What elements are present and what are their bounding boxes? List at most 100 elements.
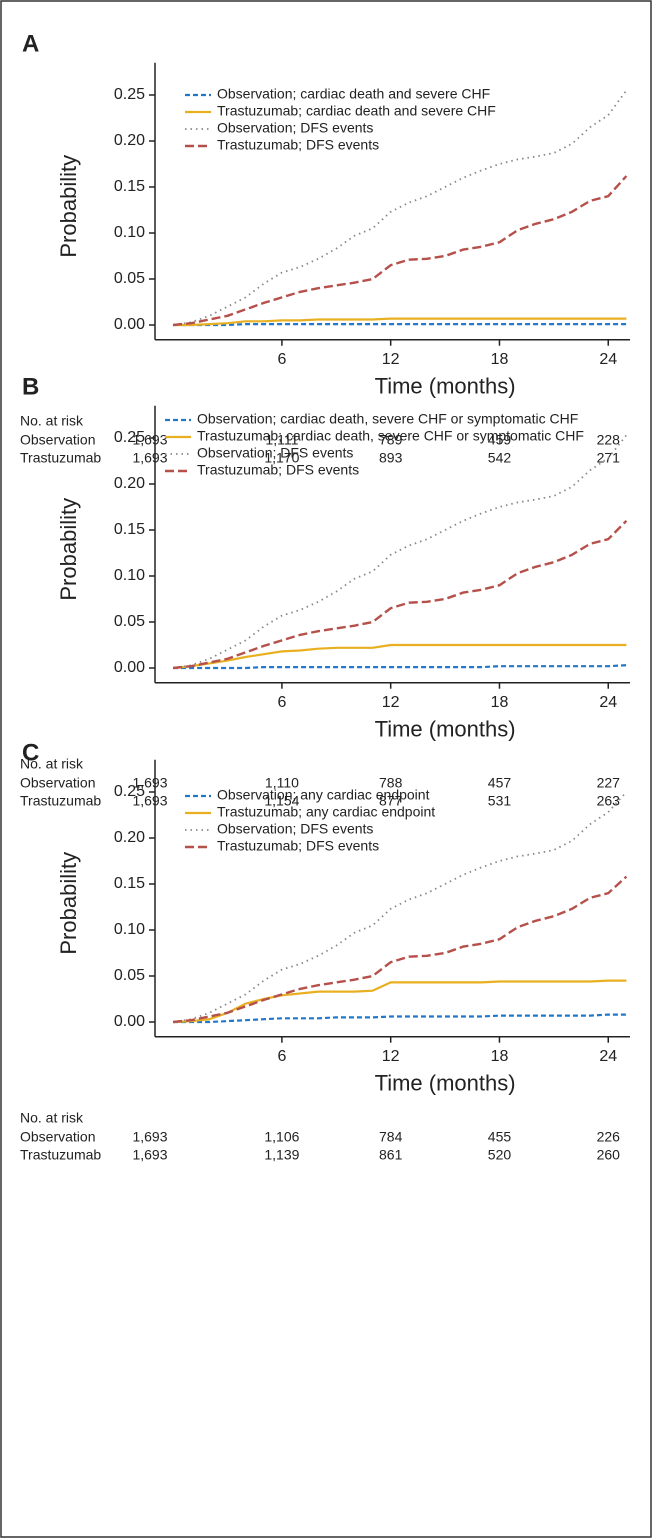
y-tick-label: 0.00 xyxy=(114,659,145,676)
y-tick-label: 0.10 xyxy=(114,567,145,584)
risk-row-name: Observation xyxy=(20,1128,95,1144)
risk-title: No. at risk xyxy=(20,1109,84,1125)
x-tick-label: 6 xyxy=(277,351,286,368)
x-tick-label: 24 xyxy=(599,1048,617,1065)
legend-label: Observation; any cardiac endpoint xyxy=(217,787,430,803)
y-tick-label: 0.15 xyxy=(114,875,145,892)
y-tick-label: 0.25 xyxy=(114,429,145,446)
legend-label: Trastuzumab; cardiac death and severe CH… xyxy=(217,103,496,119)
legend-label: Observation; cardiac death and severe CH… xyxy=(217,86,490,102)
series-line xyxy=(173,317,627,327)
risk-value: 784 xyxy=(379,1128,403,1144)
risk-value: 788 xyxy=(379,774,403,790)
y-axis-title: Probability xyxy=(56,155,81,258)
legend-label: Trastuzumab; DFS events xyxy=(197,462,359,478)
risk-value: 1,106 xyxy=(264,1128,299,1144)
risk-value: 1,110 xyxy=(265,774,299,790)
risk-value: 228 xyxy=(597,431,621,447)
risk-title: No. at risk xyxy=(20,412,84,428)
risk-value: 531 xyxy=(488,792,512,808)
risk-value: 520 xyxy=(488,1146,512,1162)
legend-label: Observation; DFS events xyxy=(217,120,373,136)
x-axis-title: Time (months) xyxy=(375,717,516,742)
legend-label: Observation; cardiac death, severe CHF o… xyxy=(197,411,578,427)
x-tick-label: 12 xyxy=(382,694,400,711)
x-tick-label: 18 xyxy=(491,694,509,711)
risk-value: 1,111 xyxy=(265,431,298,447)
x-tick-label: 6 xyxy=(277,1048,286,1065)
y-tick-label: 0.25 xyxy=(114,86,145,103)
risk-row-name: Observation xyxy=(20,774,95,790)
legend-label: Trastuzumab; any cardiac endpoint xyxy=(217,804,435,820)
x-tick-label: 18 xyxy=(491,351,509,368)
risk-value: 455 xyxy=(488,1128,512,1144)
y-tick-label: 0.15 xyxy=(114,178,145,195)
risk-title: No. at risk xyxy=(20,755,84,771)
y-tick-label: 0.05 xyxy=(114,613,145,630)
series-line xyxy=(172,875,628,1024)
y-tick-label: 0.20 xyxy=(114,829,145,846)
series-line xyxy=(172,519,628,670)
series-line xyxy=(173,664,627,670)
risk-row-name: Trastuzumab xyxy=(20,792,101,808)
risk-value: 1,170 xyxy=(264,449,299,465)
y-axis-title: Probability xyxy=(56,498,81,601)
risk-value: 861 xyxy=(379,1146,403,1162)
y-tick-label: 0.10 xyxy=(114,224,145,241)
x-axis-title: Time (months) xyxy=(375,374,516,399)
risk-value: 1,693 xyxy=(132,1128,167,1144)
series-line xyxy=(173,1013,627,1024)
risk-value: 227 xyxy=(597,774,621,790)
risk-value: 226 xyxy=(597,1128,621,1144)
legend-label: Trastuzumab; DFS events xyxy=(217,137,379,153)
panel-label: B xyxy=(22,373,39,400)
legend-label: Trastuzumab; cardiac death, severe CHF o… xyxy=(197,428,584,444)
risk-value: 260 xyxy=(597,1146,621,1162)
panel-label: A xyxy=(22,30,39,57)
y-tick-label: 0.20 xyxy=(114,475,145,492)
x-tick-label: 12 xyxy=(382,351,400,368)
x-tick-label: 12 xyxy=(382,1048,400,1065)
risk-row-name: Observation xyxy=(20,431,95,447)
legend-label: Observation; DFS events xyxy=(217,821,373,837)
risk-row-name: Trastuzumab xyxy=(20,449,101,465)
risk-value: 1,693 xyxy=(132,1146,167,1162)
x-tick-label: 24 xyxy=(599,351,617,368)
x-axis-title: Time (months) xyxy=(375,1071,516,1096)
series-line xyxy=(172,175,628,327)
series-line xyxy=(173,323,627,327)
risk-value: 542 xyxy=(488,449,512,465)
series-line xyxy=(172,643,627,670)
y-tick-label: 0.20 xyxy=(114,132,145,149)
y-tick-label: 0.15 xyxy=(114,521,145,538)
risk-value: 877 xyxy=(379,792,403,808)
risk-value: 457 xyxy=(488,774,512,790)
series-line xyxy=(173,979,627,1024)
risk-value: 1,693 xyxy=(132,449,167,465)
risk-value: 1,154 xyxy=(264,792,299,808)
y-tick-label: 0.00 xyxy=(114,316,145,333)
y-tick-label: 0.05 xyxy=(114,967,145,984)
risk-value: 1,693 xyxy=(132,792,167,808)
y-tick-label: 0.00 xyxy=(114,1013,145,1030)
y-axis-title: Probability xyxy=(56,852,81,955)
risk-value: 1,139 xyxy=(264,1146,299,1162)
legend-label: Observation; DFS events xyxy=(197,445,353,461)
risk-value: 263 xyxy=(597,792,621,808)
y-tick-label: 0.05 xyxy=(114,270,145,287)
x-tick-label: 18 xyxy=(491,1048,509,1065)
risk-value: 459 xyxy=(488,431,512,447)
x-tick-label: 6 xyxy=(277,694,286,711)
risk-value: 789 xyxy=(379,431,403,447)
risk-value: 893 xyxy=(379,449,403,465)
risk-row-name: Trastuzumab xyxy=(20,1146,101,1162)
legend-label: Trastuzumab; DFS events xyxy=(217,838,379,854)
risk-value: 1,693 xyxy=(132,431,167,447)
y-tick-label: 0.25 xyxy=(114,783,145,800)
panel-label: C xyxy=(22,739,39,766)
risk-value: 1,693 xyxy=(132,774,167,790)
y-tick-label: 0.10 xyxy=(114,921,145,938)
x-tick-label: 24 xyxy=(599,694,617,711)
